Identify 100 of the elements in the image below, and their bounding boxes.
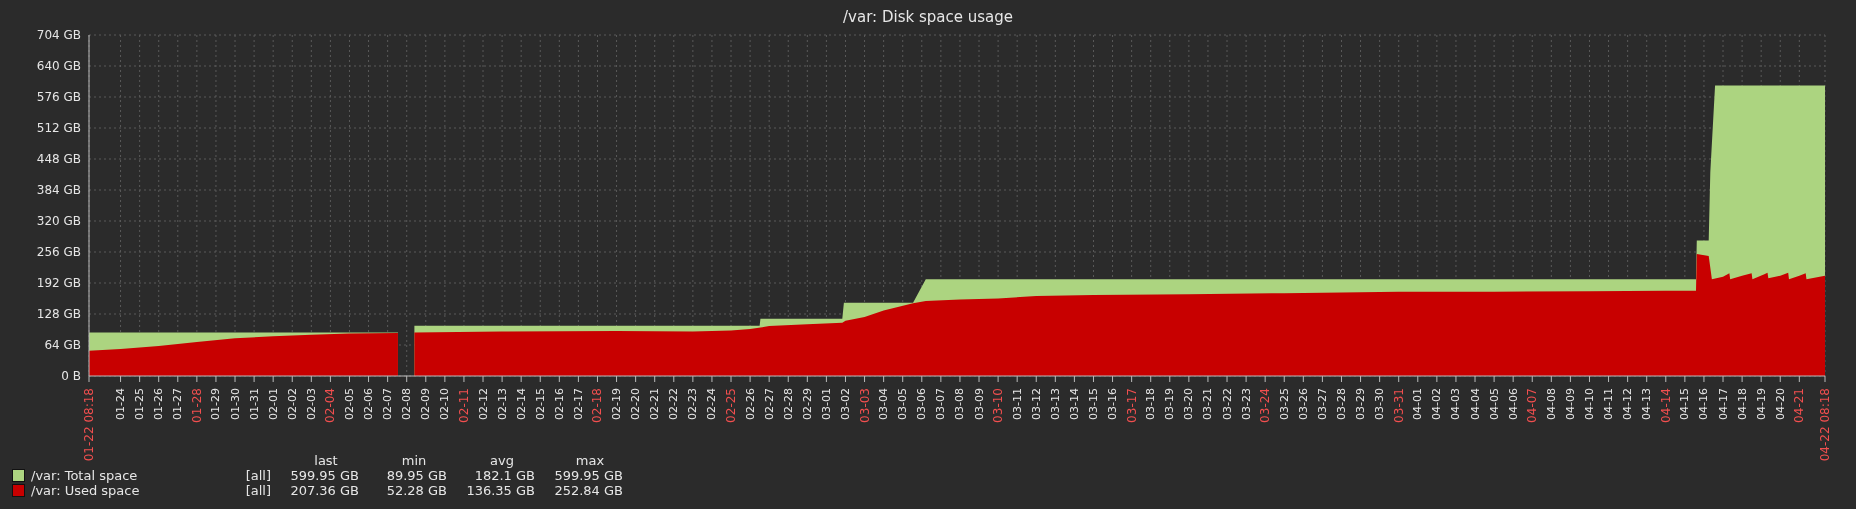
y-tick-label: 128 GB (36, 307, 81, 322)
x-tick-label: 02-26 (743, 388, 757, 420)
x-tick-label: 03-05 (896, 388, 910, 420)
text: 89.95 GB (385, 468, 447, 483)
x-tick-label: 02-24 (705, 388, 719, 420)
x-tick-label: 03-22 (1220, 388, 1234, 420)
x-tick-label: 02-12 (476, 388, 490, 420)
x-tick-label: 04-11 (1602, 388, 1616, 420)
x-tick-label: 02-22 (667, 388, 681, 420)
y-tick-label: 64 GB (44, 338, 81, 353)
x-tick-label: 02-20 (629, 388, 643, 420)
x-tick-label: 02-10 (438, 388, 452, 420)
x-tick-label: 04-03 (1449, 388, 1463, 420)
y-tick-label: 640 GB (36, 59, 81, 74)
x-tick-label: 03-17 (1124, 388, 1139, 423)
y-tick-label: 256 GB (36, 245, 81, 260)
x-tick-label: 03-09 (972, 388, 986, 420)
x-tick-label: 03-25 (1277, 388, 1291, 420)
x-tick-label: 04-16 (1697, 388, 1711, 420)
x-tick-label: 03-01 (819, 388, 833, 420)
x-tick-label: 03-02 (838, 388, 852, 420)
x-tick-label: 02-06 (362, 388, 376, 420)
x-tick-label: 04-20 (1773, 388, 1787, 420)
x-tick-label: 04-09 (1563, 388, 1577, 420)
x-tick-label: 04-08 (1544, 388, 1558, 420)
x-tick-label: 04-17 (1716, 388, 1730, 420)
x-tick-label: 01-22 08:18 (82, 388, 96, 462)
x-tick-label: 04-21 (1792, 388, 1807, 423)
x-tick-label: 03-06 (915, 388, 929, 420)
x-tick-label: 03-23 (1239, 388, 1253, 420)
x-tick-label: 02-28 (781, 388, 795, 420)
text: [all] (244, 468, 271, 483)
x-tick-label: 03-11 (1010, 388, 1024, 420)
x-tick-label: 03-04 (877, 388, 891, 420)
x-tick-label: 04-07 (1525, 388, 1540, 423)
x-tick-label: 02-07 (381, 388, 395, 420)
text: last (313, 453, 339, 468)
chart-title: /var: Disk space usage (842, 8, 1014, 26)
x-tick-label: 03-13 (1048, 388, 1062, 420)
text: [all] (244, 483, 271, 498)
x-tick-label: 01-25 (133, 388, 147, 420)
x-tick-label: 01-31 (247, 388, 261, 420)
x-tick-label: 04-14 (1658, 388, 1673, 423)
text: min (400, 453, 428, 468)
legend-label: /var: Used space (31, 483, 141, 498)
y-tick-label: 192 GB (36, 276, 81, 291)
x-tick-label: 03-14 (1067, 388, 1081, 420)
x-tick-label: 03-03 (857, 388, 872, 423)
x-tick-label: 04-01 (1411, 388, 1425, 420)
x-tick-label: 03-30 (1373, 388, 1387, 420)
text: avg (489, 453, 515, 468)
x-tick-label: 02-19 (610, 388, 624, 420)
x-tick-label: 02-15 (533, 388, 547, 420)
x-tick-label: 04-12 (1621, 388, 1635, 420)
x-tick-label: 02-03 (304, 388, 318, 420)
x-tick-label: 02-29 (800, 388, 814, 420)
x-tick-label: 01-30 (228, 388, 242, 420)
legend-label: /var: Total space (31, 468, 139, 483)
x-tick-label: 02-25 (724, 388, 739, 423)
x-tick-label: 04-04 (1468, 388, 1482, 420)
x-tick-label: 03-15 (1086, 388, 1100, 420)
x-tick-label: 03-20 (1182, 388, 1196, 420)
x-tick-label: 02-18 (590, 388, 605, 423)
text: 52.28 GB (385, 483, 447, 498)
x-tick-label: 02-01 (266, 388, 280, 420)
x-tick-label: 02-04 (323, 388, 338, 423)
text: 207.36 GB (289, 483, 359, 498)
x-tick-label: 02-08 (400, 388, 414, 420)
x-tick-label: 03-12 (1029, 388, 1043, 420)
x-tick-label: 02-13 (495, 388, 509, 420)
y-tick-label: 0 B (61, 369, 81, 384)
y-tick-label: 512 GB (36, 121, 81, 136)
x-tick-label: 04-02 (1430, 388, 1444, 420)
x-tick-label: 04-18 (1735, 388, 1749, 420)
y-tick-label: 384 GB (36, 183, 81, 198)
x-tick-label: 01-29 (209, 388, 223, 420)
y-tick-label: 704 GB (36, 28, 81, 43)
x-tick-label: 02-23 (686, 388, 700, 420)
x-tick-label: 01-27 (171, 388, 185, 420)
x-tick-label: 02-11 (456, 388, 471, 423)
x-tick-label: 04-10 (1582, 388, 1596, 420)
x-tick-label: 03-07 (934, 388, 948, 420)
x-tick-label: 01-28 (189, 388, 204, 423)
text: 599.95 GB (553, 468, 623, 483)
x-tick-label: 04-05 (1487, 388, 1501, 420)
text: 599.95 GB (289, 468, 359, 483)
x-tick-label: 04-22 08:18 (1818, 388, 1832, 462)
x-tick-label: 02-09 (419, 388, 433, 420)
text: max (574, 453, 606, 468)
x-tick-label: 03-29 (1354, 388, 1368, 420)
x-tick-label: 03-28 (1334, 388, 1348, 420)
x-tick-label: 03-26 (1296, 388, 1310, 420)
x-tick-label: 02-21 (648, 388, 662, 420)
x-tick-label: 03-16 (1106, 388, 1120, 420)
text: 136.35 GB (465, 483, 535, 498)
x-tick-label: 03-18 (1144, 388, 1158, 420)
x-tick-label: 02-27 (762, 388, 776, 420)
x-tick-label: 04-15 (1678, 388, 1692, 420)
x-tick-label: 03-31 (1391, 388, 1406, 423)
y-tick-label: 576 GB (36, 90, 81, 105)
